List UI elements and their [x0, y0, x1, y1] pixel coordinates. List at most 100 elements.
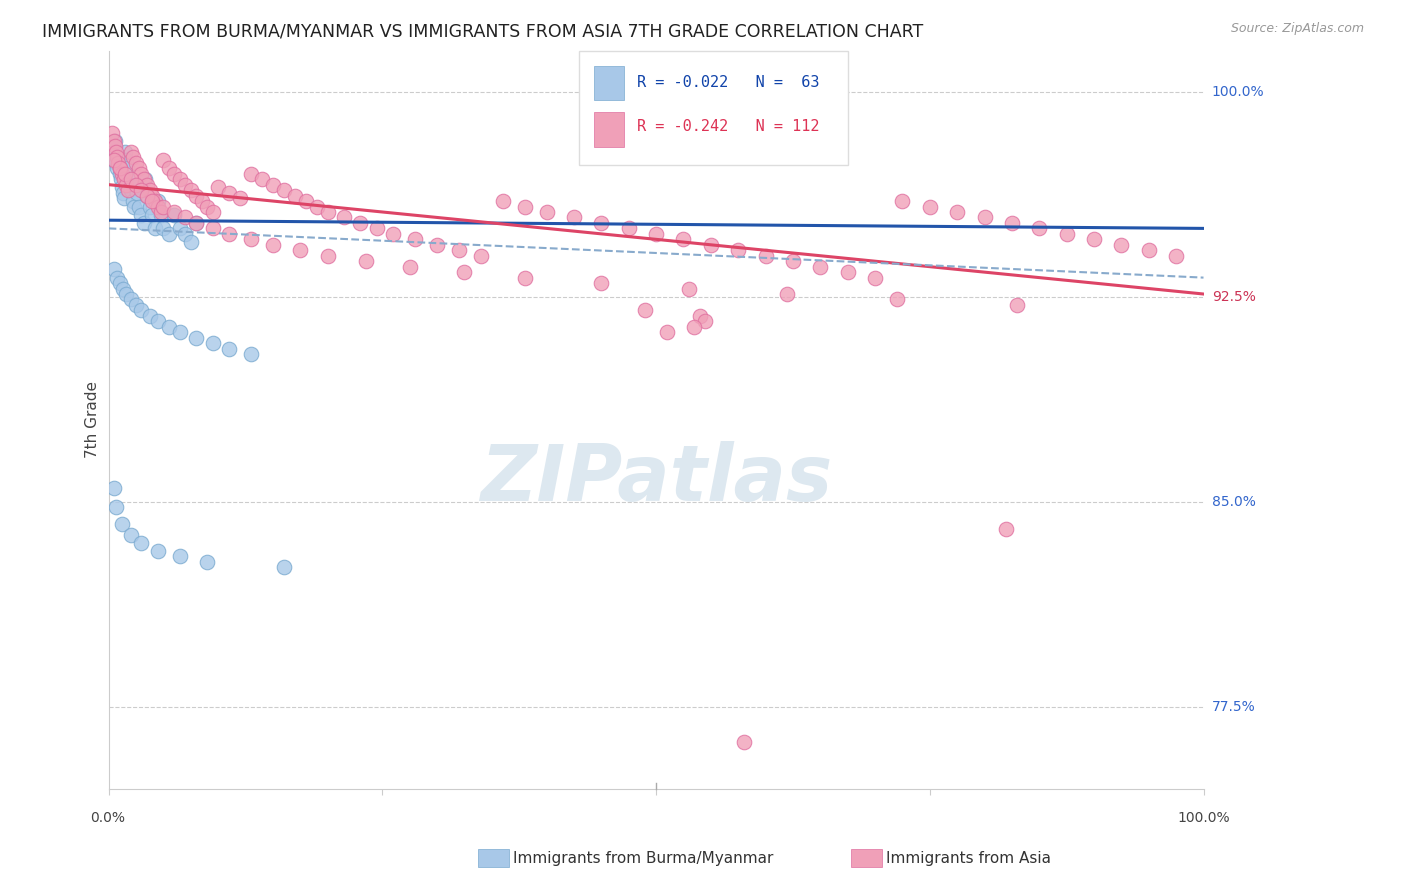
- Point: [174, 211, 197, 225]
- Point: [120, 145, 142, 159]
- Point: [163, 167, 186, 181]
- Point: [111, 167, 134, 181]
- Point: [114, 167, 136, 181]
- Point: [131, 536, 153, 550]
- Point: [146, 200, 169, 214]
- Point: [174, 227, 197, 241]
- Point: [316, 205, 339, 219]
- Point: [121, 194, 143, 208]
- Point: [143, 194, 166, 208]
- Point: [128, 161, 150, 176]
- Point: [141, 194, 163, 208]
- Point: [117, 161, 139, 176]
- Point: [125, 178, 148, 192]
- Text: R = -0.022   N =  63: R = -0.022 N = 63: [637, 75, 820, 90]
- Text: 85.0%: 85.0%: [1212, 495, 1256, 508]
- Point: [122, 200, 145, 214]
- Point: [180, 235, 202, 249]
- Point: [218, 227, 240, 241]
- Text: 92.5%: 92.5%: [1212, 290, 1256, 304]
- Point: [655, 326, 678, 340]
- Point: [218, 342, 240, 356]
- Point: [1028, 221, 1050, 235]
- Point: [111, 516, 134, 531]
- Point: [634, 303, 657, 318]
- Point: [1001, 216, 1024, 230]
- Point: [121, 150, 143, 164]
- Point: [115, 153, 138, 167]
- Point: [186, 216, 208, 230]
- Point: [111, 180, 134, 194]
- Point: [157, 161, 180, 176]
- Point: [136, 178, 159, 192]
- Point: [120, 183, 142, 197]
- Point: [837, 265, 859, 279]
- Point: [366, 221, 388, 235]
- Point: [104, 139, 127, 153]
- Point: [190, 194, 212, 208]
- Point: [1111, 237, 1133, 252]
- Point: [672, 232, 695, 246]
- Point: [107, 150, 129, 164]
- Point: [120, 527, 142, 541]
- Point: [134, 172, 156, 186]
- Y-axis label: 7th Grade: 7th Grade: [86, 381, 100, 458]
- Point: [891, 194, 914, 208]
- Point: [239, 167, 262, 181]
- Point: [150, 208, 173, 222]
- Point: [201, 336, 224, 351]
- Point: [918, 200, 941, 214]
- Point: [201, 205, 224, 219]
- Point: [808, 260, 831, 274]
- Text: Immigrants from Burma/Myanmar: Immigrants from Burma/Myanmar: [513, 851, 773, 865]
- Point: [117, 172, 139, 186]
- Point: [141, 208, 163, 222]
- Point: [354, 254, 377, 268]
- Point: [513, 270, 536, 285]
- Point: [201, 221, 224, 235]
- Point: [120, 293, 142, 307]
- Point: [169, 549, 191, 564]
- Text: IMMIGRANTS FROM BURMA/MYANMAR VS IMMIGRANTS FROM ASIA 7TH GRADE CORRELATION CHAR: IMMIGRANTS FROM BURMA/MYANMAR VS IMMIGRA…: [42, 22, 924, 40]
- Point: [262, 237, 284, 252]
- Point: [150, 205, 173, 219]
- Point: [946, 205, 969, 219]
- Point: [239, 347, 262, 361]
- Point: [776, 287, 799, 301]
- Point: [733, 735, 755, 749]
- Point: [536, 205, 558, 219]
- Point: [146, 314, 169, 328]
- Point: [120, 172, 142, 186]
- Point: [128, 200, 150, 214]
- Point: [169, 221, 191, 235]
- Point: [218, 186, 240, 200]
- Point: [426, 237, 449, 252]
- Point: [146, 194, 169, 208]
- Point: [110, 172, 132, 186]
- Point: [105, 500, 128, 515]
- Point: [727, 244, 749, 258]
- Point: [1007, 298, 1029, 312]
- Point: [105, 161, 128, 176]
- Point: [250, 172, 273, 186]
- Text: 100.0%: 100.0%: [1212, 85, 1264, 99]
- Point: [103, 262, 125, 277]
- Point: [131, 167, 153, 181]
- Point: [103, 134, 125, 148]
- Point: [105, 155, 128, 169]
- Point: [273, 560, 295, 574]
- FancyBboxPatch shape: [593, 66, 624, 100]
- Point: [131, 303, 153, 318]
- Point: [105, 270, 128, 285]
- Point: [398, 260, 420, 274]
- Point: [125, 180, 148, 194]
- Text: 100.0%: 100.0%: [1177, 811, 1230, 825]
- Point: [229, 191, 252, 205]
- Point: [349, 216, 371, 230]
- Point: [284, 188, 307, 202]
- Point: [152, 153, 174, 167]
- Point: [683, 319, 706, 334]
- Point: [103, 481, 125, 495]
- Point: [132, 172, 155, 186]
- Point: [157, 227, 180, 241]
